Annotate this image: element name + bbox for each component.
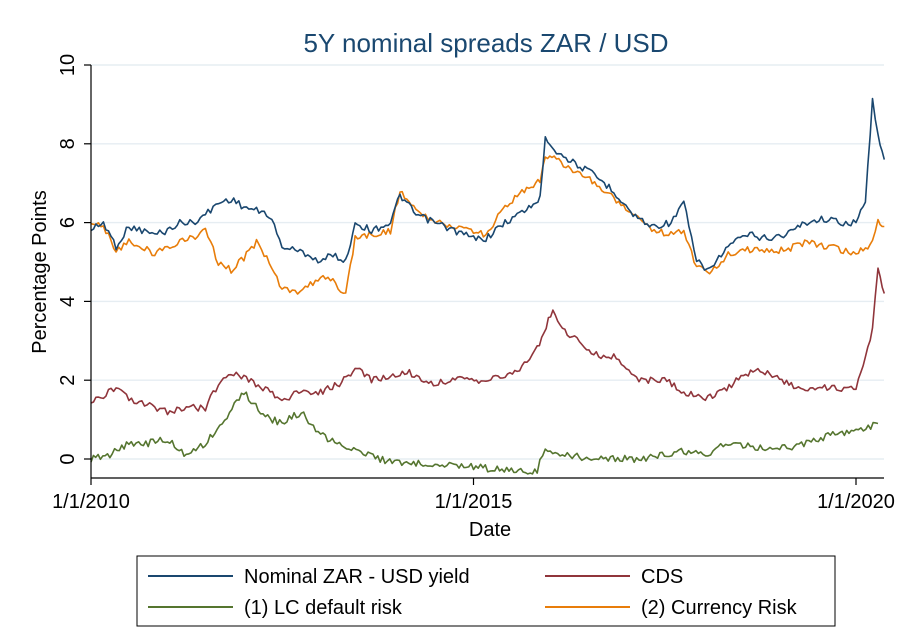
y-tick-label: 2 (57, 375, 79, 386)
chart-title: 5Y nominal spreads ZAR / USD (303, 28, 668, 58)
legend-items: Nominal ZAR - USD yield CDS (1) LC default… (148, 566, 798, 619)
series-line (90, 155, 885, 295)
axes (90, 65, 884, 479)
legend-label: CDS (641, 566, 683, 588)
gridlines (91, 64, 884, 460)
x-tick-label: 1/1/2015 (435, 491, 513, 513)
legend-label: Nominal ZAR - USD yield (244, 566, 470, 588)
legend: Nominal ZAR - USD yield CDS (1) LC default… (136, 555, 836, 627)
legend-label: (1) LC default risk (244, 597, 403, 619)
x-tick-label: 1/1/2020 (817, 491, 895, 513)
y-tick-label: 8 (57, 138, 79, 149)
y-tick-label: 6 (57, 217, 79, 228)
y-tick-label: 0 (57, 453, 79, 464)
y-tick-label: 4 (57, 296, 79, 307)
y-ticks: 0 2 4 6 8 10 (57, 54, 91, 465)
y-axis-title: Percentage Points (29, 190, 51, 353)
series-lines (90, 97, 886, 475)
series-line (90, 267, 886, 416)
x-tick-label: 1/1/2010 (52, 491, 130, 513)
series-line (90, 97, 886, 271)
y-tick-label: 10 (57, 54, 79, 76)
legend-box (136, 555, 836, 627)
series-line (90, 391, 879, 475)
x-axis-title: Date (469, 519, 511, 541)
legend-label: (2) Currency Risk (641, 597, 798, 619)
x-ticks: 1/1/2010 1/1/2015 1/1/2020 (52, 478, 895, 513)
